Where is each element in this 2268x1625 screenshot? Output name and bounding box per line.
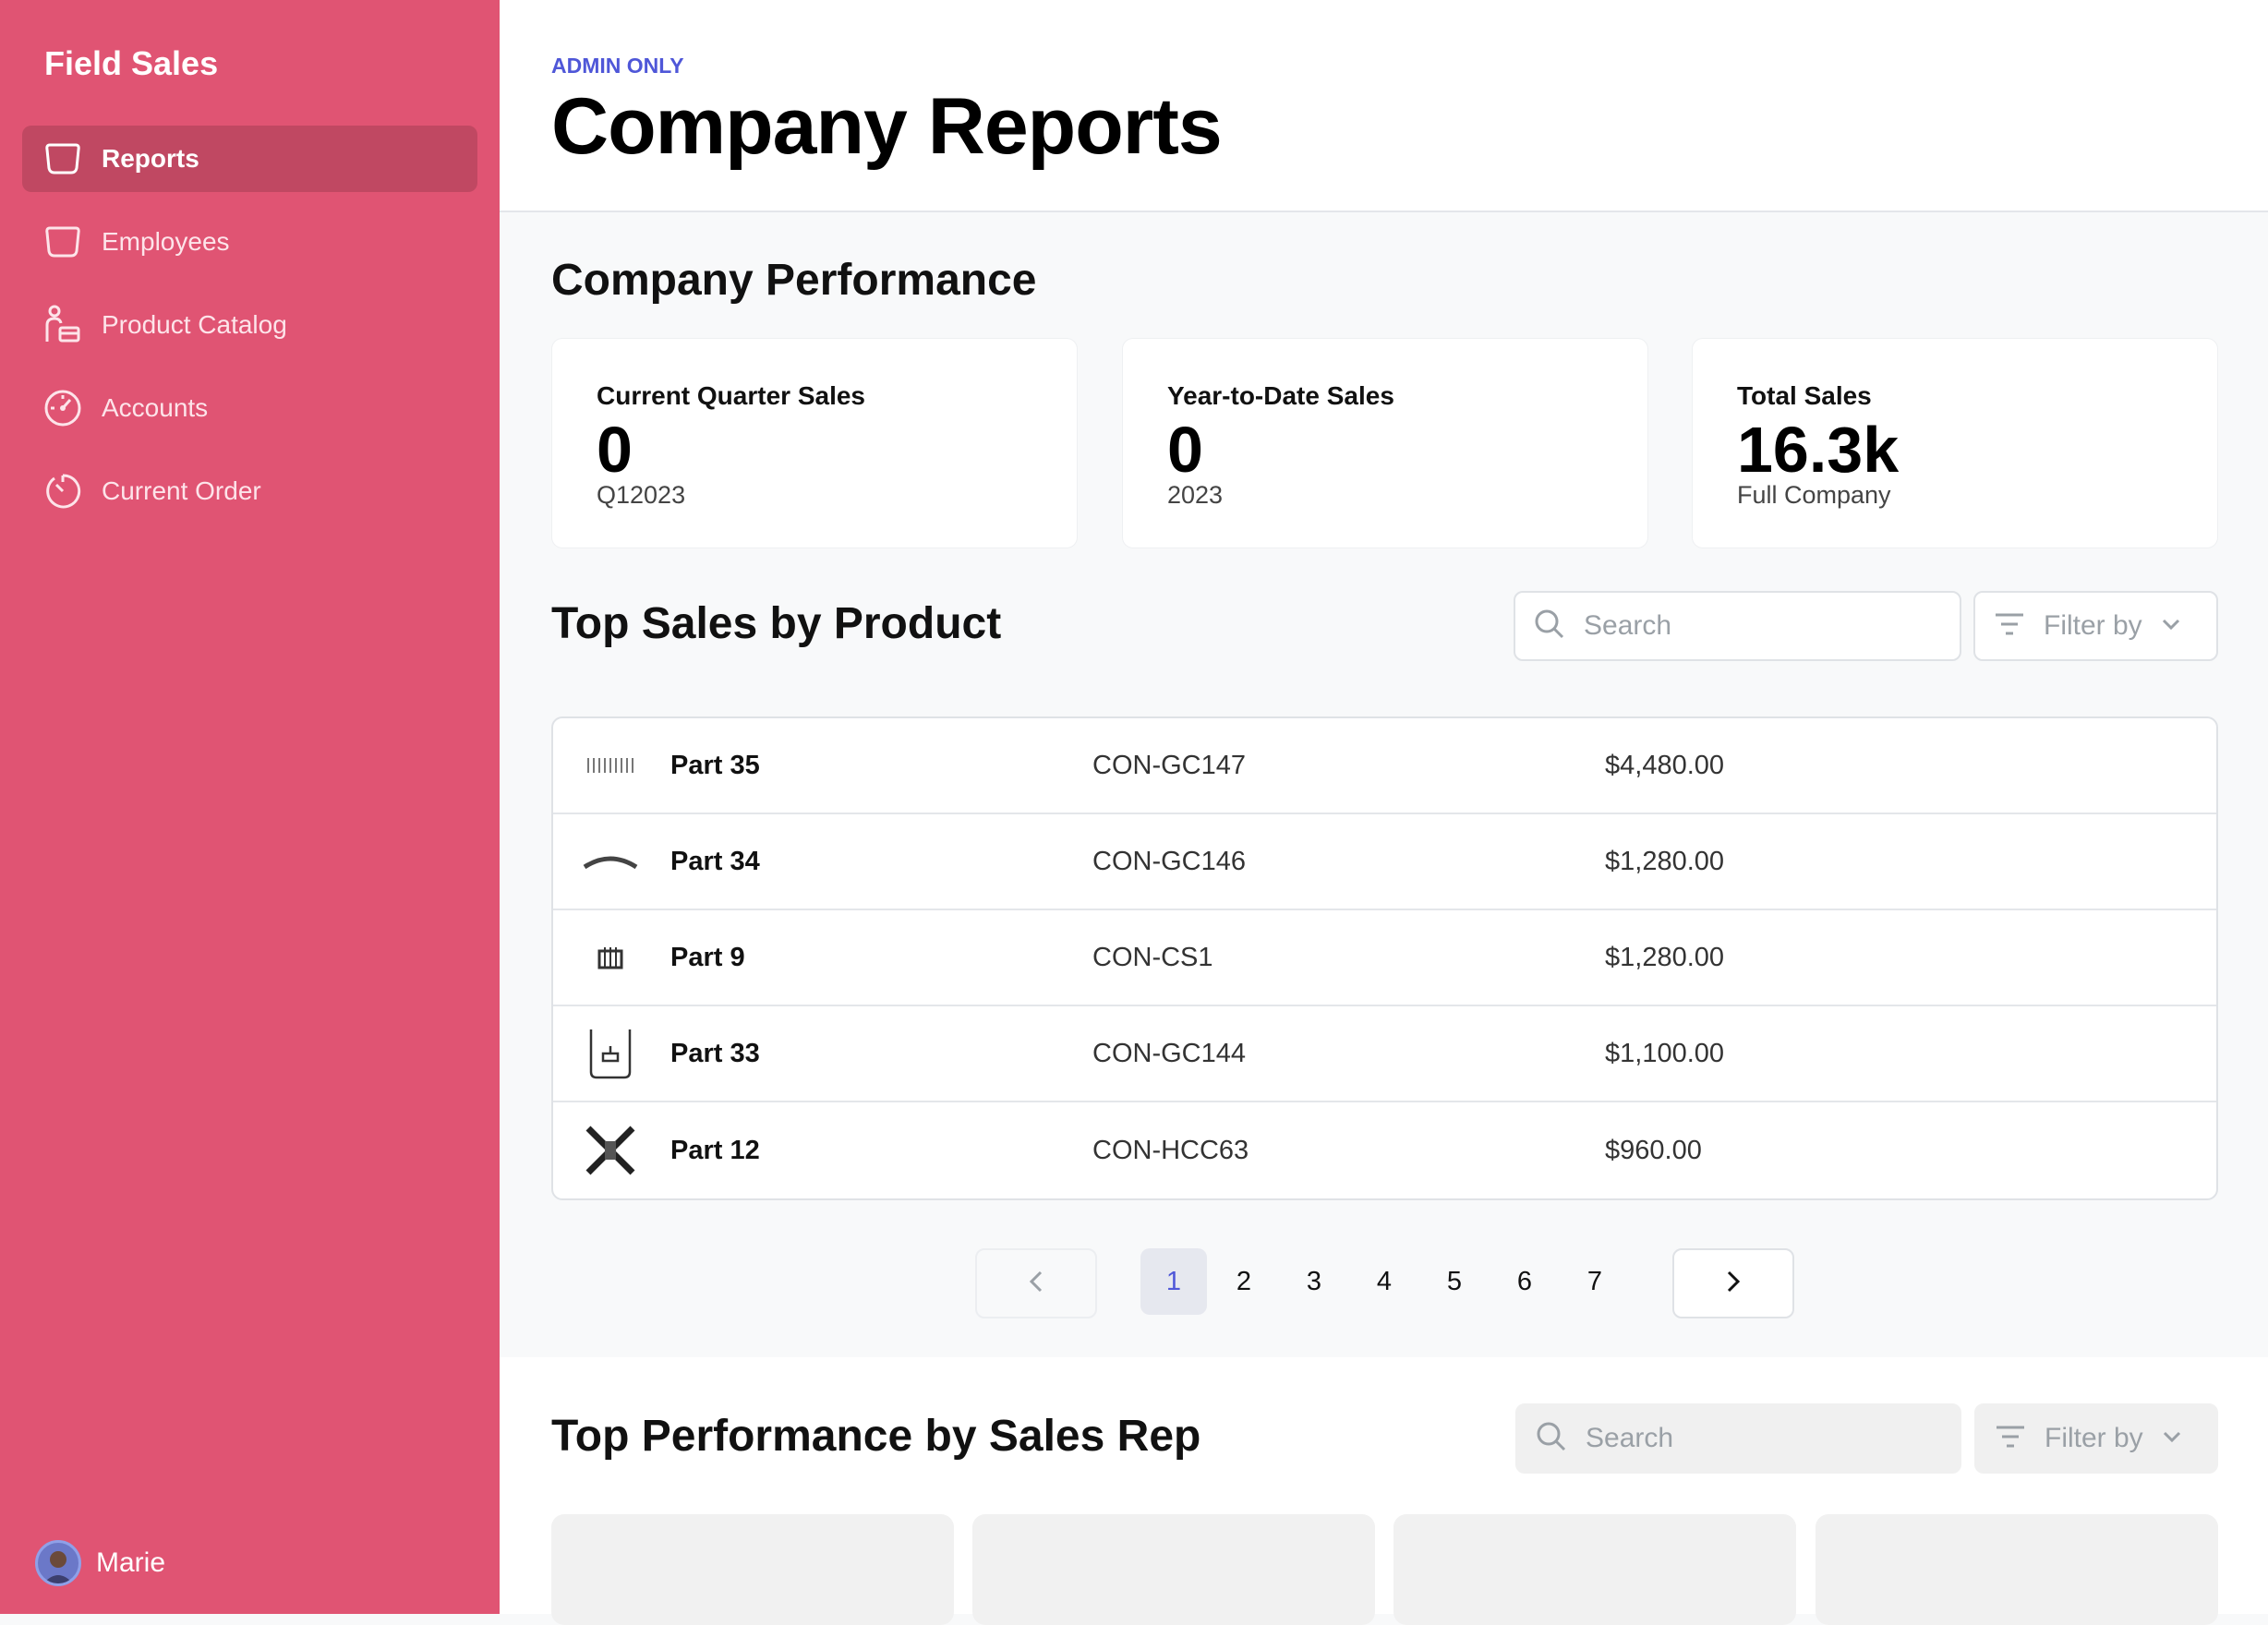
part-name: Part 35 (670, 750, 760, 780)
stat-label: Year-to-Date Sales (1167, 381, 1394, 410)
table-row[interactable]: Part 9 CON-CS1 $1,280.00 (553, 910, 2216, 1006)
page-button-2[interactable]: 2 (1236, 1266, 1252, 1296)
sidebar-item-employees[interactable]: Employees (22, 209, 477, 275)
chevron-right-icon (1726, 1270, 1741, 1298)
previous-page-button[interactable] (975, 1248, 1097, 1318)
sidebar-item-label: Current Order (102, 476, 261, 505)
sidebar-item-label: Accounts (102, 393, 209, 422)
avatar (35, 1540, 81, 1586)
sidebar-item-label: Reports (102, 144, 199, 173)
timer-icon (42, 471, 83, 512)
page-button-4[interactable]: 4 (1376, 1266, 1393, 1296)
app-title: Field Sales (44, 44, 219, 82)
page-button-7[interactable]: 7 (1586, 1266, 1603, 1296)
page-button-1[interactable]: 1 (1140, 1248, 1207, 1315)
stat-sub: Full Company (1737, 481, 1891, 509)
part-price: $960.00 (1605, 1135, 1702, 1165)
rounded-square-icon (42, 138, 83, 179)
page-button-6[interactable]: 6 (1516, 1266, 1533, 1296)
part-price: $4,480.00 (1605, 750, 1725, 780)
stat-value: 16.3k (1737, 414, 1900, 486)
stat-label: Total Sales (1737, 381, 1872, 410)
part-price: $1,100.00 (1605, 1038, 1725, 1068)
search-icon (1536, 1421, 1567, 1457)
products-title: Top Sales by Product (551, 599, 1002, 648)
chevron-down-icon (2162, 1430, 2182, 1448)
rep-filter-dropdown[interactable]: Filter by (1974, 1403, 2218, 1474)
part-name: Part 34 (670, 846, 760, 876)
search-icon (1534, 608, 1565, 644)
user-profile[interactable]: Marie (35, 1540, 165, 1586)
product-table: Part 35 CON-GC147 $4,480.00 Part 34 CON-… (551, 716, 2218, 1200)
part-price: $1,280.00 (1605, 846, 1725, 876)
next-page-button[interactable] (1672, 1248, 1794, 1318)
filter-icon (1995, 1424, 2026, 1454)
reps-title: Top Performance by Sales Rep (551, 1412, 1201, 1461)
sidebar-item-accounts[interactable]: Accounts (22, 375, 477, 441)
part-name: Part 9 (670, 942, 745, 972)
stat-value: 0 (597, 414, 633, 486)
sidebar-nav: Reports Employees Product Catalog Accoun… (22, 126, 477, 541)
admin-badge: ADMIN ONLY (551, 54, 684, 78)
chevron-left-icon (1029, 1270, 1044, 1298)
rep-card-placeholder (1393, 1514, 1796, 1625)
part-sku: CON-GC144 (1092, 1038, 1246, 1068)
user-name: Marie (96, 1547, 166, 1578)
rep-card-placeholder (551, 1514, 954, 1625)
part-sku: CON-CS1 (1092, 942, 1213, 972)
person-card-icon (42, 305, 83, 345)
sales-rep-section: Top Performance by Sales Rep Search Filt… (500, 1357, 2268, 1625)
search-placeholder: Search (1586, 1423, 1674, 1453)
part-thumbnail (581, 832, 640, 891)
rounded-square-icon (42, 222, 83, 262)
gauge-icon (42, 388, 83, 428)
page-button-5[interactable]: 5 (1446, 1266, 1463, 1296)
sidebar-item-label: Product Catalog (102, 310, 287, 339)
rep-card-placeholder (1816, 1514, 2218, 1625)
stat-value: 0 (1167, 414, 1203, 486)
rep-card-placeholder (972, 1514, 1375, 1625)
filter-label: Filter by (2044, 610, 2142, 641)
page-title: Company Reports (551, 82, 1223, 171)
sidebar-item-current-order[interactable]: Current Order (22, 458, 477, 524)
part-sku: CON-HCC63 (1092, 1135, 1249, 1165)
table-row[interactable]: Part 12 CON-HCC63 $960.00 (553, 1102, 2216, 1198)
main-content: Company Performance Current Quarter Sale… (500, 212, 2268, 1625)
part-thumbnail (581, 736, 640, 795)
table-row[interactable]: Part 34 CON-GC146 $1,280.00 (553, 814, 2216, 910)
stat-card-total: Total Sales 16.3k Full Company (1692, 338, 2218, 548)
product-filter-dropdown[interactable]: Filter by (1973, 591, 2218, 661)
sidebar-item-reports[interactable]: Reports (22, 126, 477, 192)
part-thumbnail (581, 928, 640, 987)
part-sku: CON-GC146 (1092, 846, 1246, 876)
performance-title: Company Performance (551, 256, 1037, 305)
stat-card-ytd: Year-to-Date Sales 0 2023 (1122, 338, 1648, 548)
sidebar-item-product-catalog[interactable]: Product Catalog (22, 292, 477, 358)
part-name: Part 33 (670, 1038, 760, 1068)
part-sku: CON-GC147 (1092, 750, 1246, 780)
search-placeholder: Search (1584, 610, 1672, 641)
table-row[interactable]: Part 35 CON-GC147 $4,480.00 (553, 718, 2216, 814)
stat-label: Current Quarter Sales (597, 381, 865, 410)
sidebar: Field Sales Reports Employees Product Ca… (0, 0, 500, 1614)
part-thumbnail (581, 1121, 640, 1180)
stat-sub: 2023 (1167, 481, 1224, 509)
stat-sub: Q12023 (597, 481, 686, 509)
rep-search-input[interactable]: Search (1515, 1403, 1961, 1474)
page-button-3[interactable]: 3 (1306, 1266, 1322, 1296)
product-search-input[interactable]: Search (1514, 591, 1961, 661)
table-row[interactable]: Part 33 CON-GC144 $1,100.00 (553, 1006, 2216, 1102)
filter-icon (1994, 611, 2025, 642)
filter-label: Filter by (2045, 1423, 2143, 1453)
page-header: ADMIN ONLY Company Reports (500, 0, 2268, 212)
part-price: $1,280.00 (1605, 942, 1725, 972)
part-name: Part 12 (670, 1135, 760, 1165)
sidebar-item-label: Employees (102, 227, 230, 256)
pagination: 1 2 3 4 5 6 7 (500, 1248, 2268, 1318)
part-thumbnail (581, 1024, 640, 1083)
chevron-down-icon (2161, 618, 2181, 635)
stat-card-quarter: Current Quarter Sales 0 Q12023 (551, 338, 1078, 548)
